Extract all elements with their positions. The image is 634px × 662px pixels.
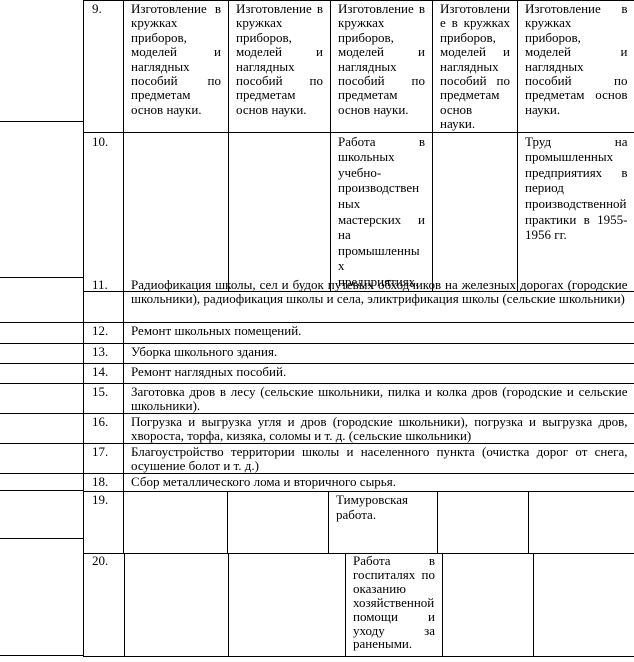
table-row: 19. Тимуровская работа. xyxy=(83,491,634,554)
table-row: 17. Благоустройство территории школы и н… xyxy=(83,443,634,474)
row-number: 15. xyxy=(83,383,124,414)
cell-r20-c3: Работа в госпиталях по оказанию хозяйств… xyxy=(345,553,443,657)
table-section-rows-11-18: 11. Радиофикация школы, сел и будок путе… xyxy=(83,277,634,492)
gutter-line xyxy=(0,277,83,278)
table-section-row-20: 20. Работа в госпиталях по оказанию хозя… xyxy=(83,553,634,657)
table-row: 15. Заготовка дров в лесу (сельские школ… xyxy=(83,383,634,414)
table-section-row-19: 19. Тимуровская работа. xyxy=(83,491,634,554)
row-number: 9. xyxy=(83,0,124,133)
gutter-line xyxy=(0,538,83,539)
cell-r19-c1 xyxy=(123,491,228,554)
gutter-line xyxy=(0,343,83,344)
cell-r14: Ремонт наглядных пособий. xyxy=(123,363,634,384)
cell-r10-c2 xyxy=(228,132,331,292)
cell-r9-c1: Изготовление в кружках приборов, моделей… xyxy=(123,0,229,133)
cell-r17: Благоустройство территории школы и насел… xyxy=(123,443,634,474)
gutter-line xyxy=(0,443,83,444)
cell-r13: Уборка школьного здания. xyxy=(123,343,634,364)
cell-r20-c1 xyxy=(124,553,229,657)
cell-r9-c2: Изготовление в кружках приборов, моделей… xyxy=(228,0,331,133)
cell-r9-c5: Изготовление в кружках приборов, моделей… xyxy=(517,0,634,133)
gutter-line xyxy=(0,383,83,384)
cell-r20-c2 xyxy=(228,553,346,657)
table-row: 10. Работа в школьных учебно-производств… xyxy=(83,132,634,292)
table-row: 14. Ремонт наглядных пособий. xyxy=(83,363,634,384)
table-row: 9. Изготовление в кружках приборов, моде… xyxy=(83,0,634,133)
cell-r20-c4 xyxy=(442,553,534,657)
cell-r9-c3: Изготовление в кружках приборов, моделей… xyxy=(330,0,433,133)
table-row: 11. Радиофикация школы, сел и будок путе… xyxy=(83,277,634,323)
cell-r18: Сбор металлического лома и вторичного сы… xyxy=(123,473,634,492)
gutter-line xyxy=(0,121,83,122)
gutter-line xyxy=(0,490,83,491)
table-row: 18. Сбор металлического лома и вторичног… xyxy=(83,473,634,492)
cell-r10-c1 xyxy=(123,132,229,292)
cell-r10-c5: Труд на промышленных предприятиях в пери… xyxy=(517,132,634,292)
table-section-rows-9-10: 9. Изготовление в кружках приборов, моде… xyxy=(83,0,634,292)
left-gutter-column xyxy=(0,0,83,656)
cell-r19-c2 xyxy=(227,491,329,554)
cell-r16: Погрузка и выгрузка угля и дров (городск… xyxy=(123,413,634,444)
table-row: 13. Уборка школьного здания. xyxy=(83,343,634,364)
cell-r19-c5 xyxy=(528,491,634,554)
cell-r9-c4: Изготовление в кружках приборов, моделей… xyxy=(432,0,518,133)
row-number: 13. xyxy=(83,343,124,364)
cell-r19-c4 xyxy=(437,491,529,554)
cell-r10-c4 xyxy=(432,132,518,292)
row-number: 18. xyxy=(83,473,124,492)
gutter-line xyxy=(0,655,83,656)
cell-r15: Заготовка дров в лесу (сельские школьник… xyxy=(123,383,634,414)
cell-r12: Ремонт школьных помещений. xyxy=(123,322,634,344)
table-row: 12. Ремонт школьных помещений. xyxy=(83,322,634,344)
row-number: 20. xyxy=(83,553,125,657)
row-number: 14. xyxy=(83,363,124,384)
row-number: 16. xyxy=(83,413,124,444)
gutter-line xyxy=(0,413,83,414)
cell-r19-c3: Тимуровская работа. xyxy=(328,491,438,554)
gutter-line xyxy=(0,473,83,474)
table-row: 20. Работа в госпиталях по оказанию хозя… xyxy=(83,553,634,657)
row-number: 19. xyxy=(83,491,124,554)
cell-r11: Радиофикация школы, сел и будок путевых … xyxy=(123,277,634,323)
row-number: 17. xyxy=(83,443,124,474)
cell-r10-c3: Работа в школьных учебно-производственны… xyxy=(330,132,433,292)
cell-r20-c5 xyxy=(533,553,634,657)
gutter-line xyxy=(0,363,83,364)
row-number: 10. xyxy=(83,132,124,292)
row-number: 11. xyxy=(83,277,124,323)
table-row: 16. Погрузка и выгрузка угля и дров (гор… xyxy=(83,413,634,444)
gutter-line xyxy=(0,322,83,323)
row-number: 12. xyxy=(83,322,124,344)
